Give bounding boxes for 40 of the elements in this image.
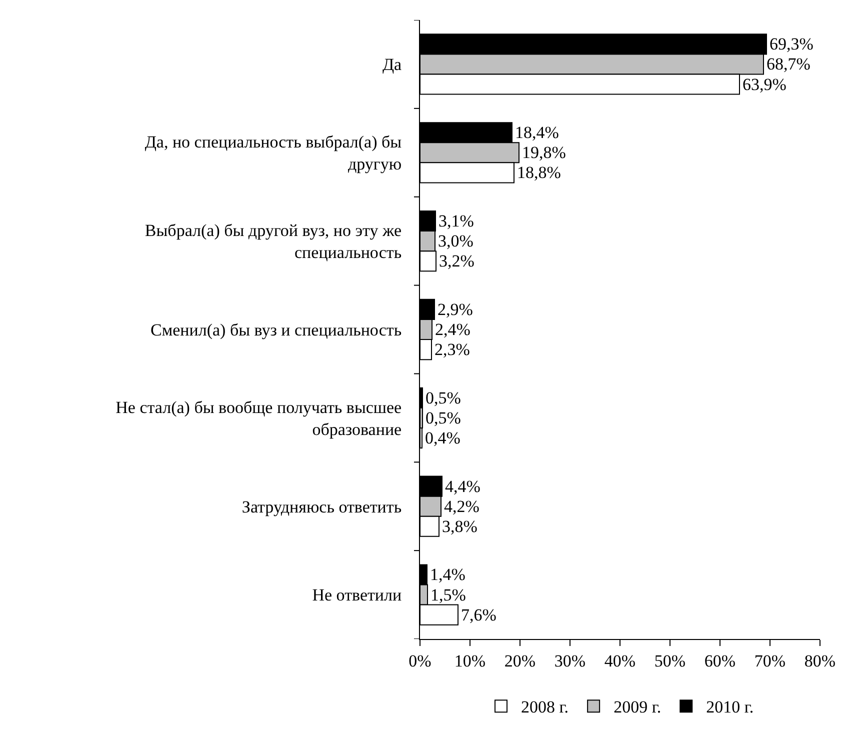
data-label: 69,3% (770, 34, 814, 54)
data-label: 68,7% (766, 54, 810, 74)
legend-label: 2010 г. (706, 698, 754, 717)
x-tick-label: 0% (408, 651, 432, 670)
data-label: 1,5% (430, 585, 466, 604)
y-tick-label: Сменил(а) бы вуз и специальность (150, 320, 402, 340)
data-label: 63,9% (742, 74, 786, 94)
data-label: 3,8% (442, 516, 478, 536)
y-tick-label: Не ответили (312, 586, 402, 605)
x-tick-label: 30% (554, 651, 586, 670)
data-label: 19,8% (522, 143, 566, 162)
data-label: 0,4% (425, 428, 460, 448)
legend-label: 2009 г. (614, 698, 662, 717)
y-tick-label: Затрудняюсь ответить (242, 497, 402, 516)
x-tick-label: 80% (804, 651, 836, 670)
data-label: 7,6% (461, 605, 496, 624)
x-tick-label: 10% (454, 651, 486, 670)
x-tick-label: 40% (604, 651, 636, 670)
x-tick-label: 60% (704, 651, 736, 670)
data-label: 4,2% (444, 496, 480, 516)
y-tick-label: Да, но специальность выбрал(а) бы другую (144, 132, 402, 174)
data-label: 0,5% (426, 388, 461, 408)
x-tick-label: 20% (504, 651, 536, 670)
data-label: 0,5% (426, 408, 461, 428)
x-tick-label: 70% (754, 651, 786, 670)
data-label: 18,4% (515, 123, 559, 142)
data-label: 3,1% (438, 212, 474, 231)
data-label: 4,4% (445, 476, 480, 496)
y-tick-label: Да (382, 55, 402, 74)
data-label: 2,9% (438, 300, 473, 319)
y-tick-label: Не стал(а) бы вообще получать высшее образование (116, 398, 402, 439)
data-label: 2,3% (434, 340, 470, 360)
y-tick-label: Выбрал(а) бы другой вуз, но эту же специальность (144, 220, 402, 262)
data-label: 3,0% (438, 232, 474, 251)
data-label: 2,4% (435, 320, 470, 339)
legend-label: 2008 г. (521, 698, 569, 717)
data-label: 1,4% (430, 565, 466, 584)
data-label: 3,2% (439, 252, 474, 271)
x-tick-label: 50% (654, 651, 686, 670)
data-label: 18,8% (517, 163, 561, 182)
